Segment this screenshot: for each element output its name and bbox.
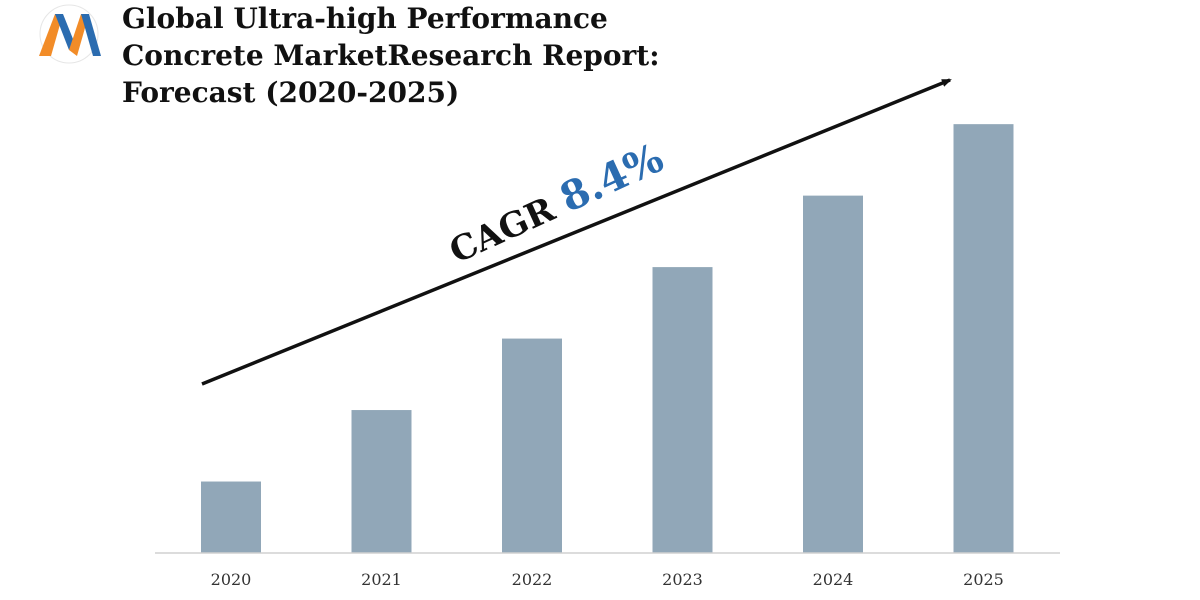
x-tick-label-2023: 2023 <box>662 570 703 589</box>
title-line-3: Forecast (2020-2025) <box>122 76 460 109</box>
title-line-1: Global Ultra-high Performance <box>122 2 608 35</box>
growth-arrow <box>201 78 952 386</box>
x-tick-label-2020: 2020 <box>211 570 252 589</box>
page-title: Global Ultra-high Performance Concrete M… <box>122 0 762 111</box>
title-line-2: Concrete MarketResearch Report: <box>122 39 660 72</box>
bar-2022 <box>502 338 562 553</box>
x-tick-label-2025: 2025 <box>963 570 1004 589</box>
bar-2025 <box>953 124 1014 554</box>
market-research-logo-icon <box>39 4 101 64</box>
bar-2024 <box>803 195 863 553</box>
x-tick-label-2022: 2022 <box>512 570 553 589</box>
bar-2020 <box>201 481 261 553</box>
bar-2023 <box>652 267 713 553</box>
bar-2021 <box>351 410 412 553</box>
x-tick-label-2024: 2024 <box>813 570 854 589</box>
x-tick-labels: 2020 2021 2022 2023 2024 2025 <box>211 570 1004 589</box>
x-tick-label-2021: 2021 <box>361 570 402 589</box>
bars-group <box>201 124 1014 554</box>
